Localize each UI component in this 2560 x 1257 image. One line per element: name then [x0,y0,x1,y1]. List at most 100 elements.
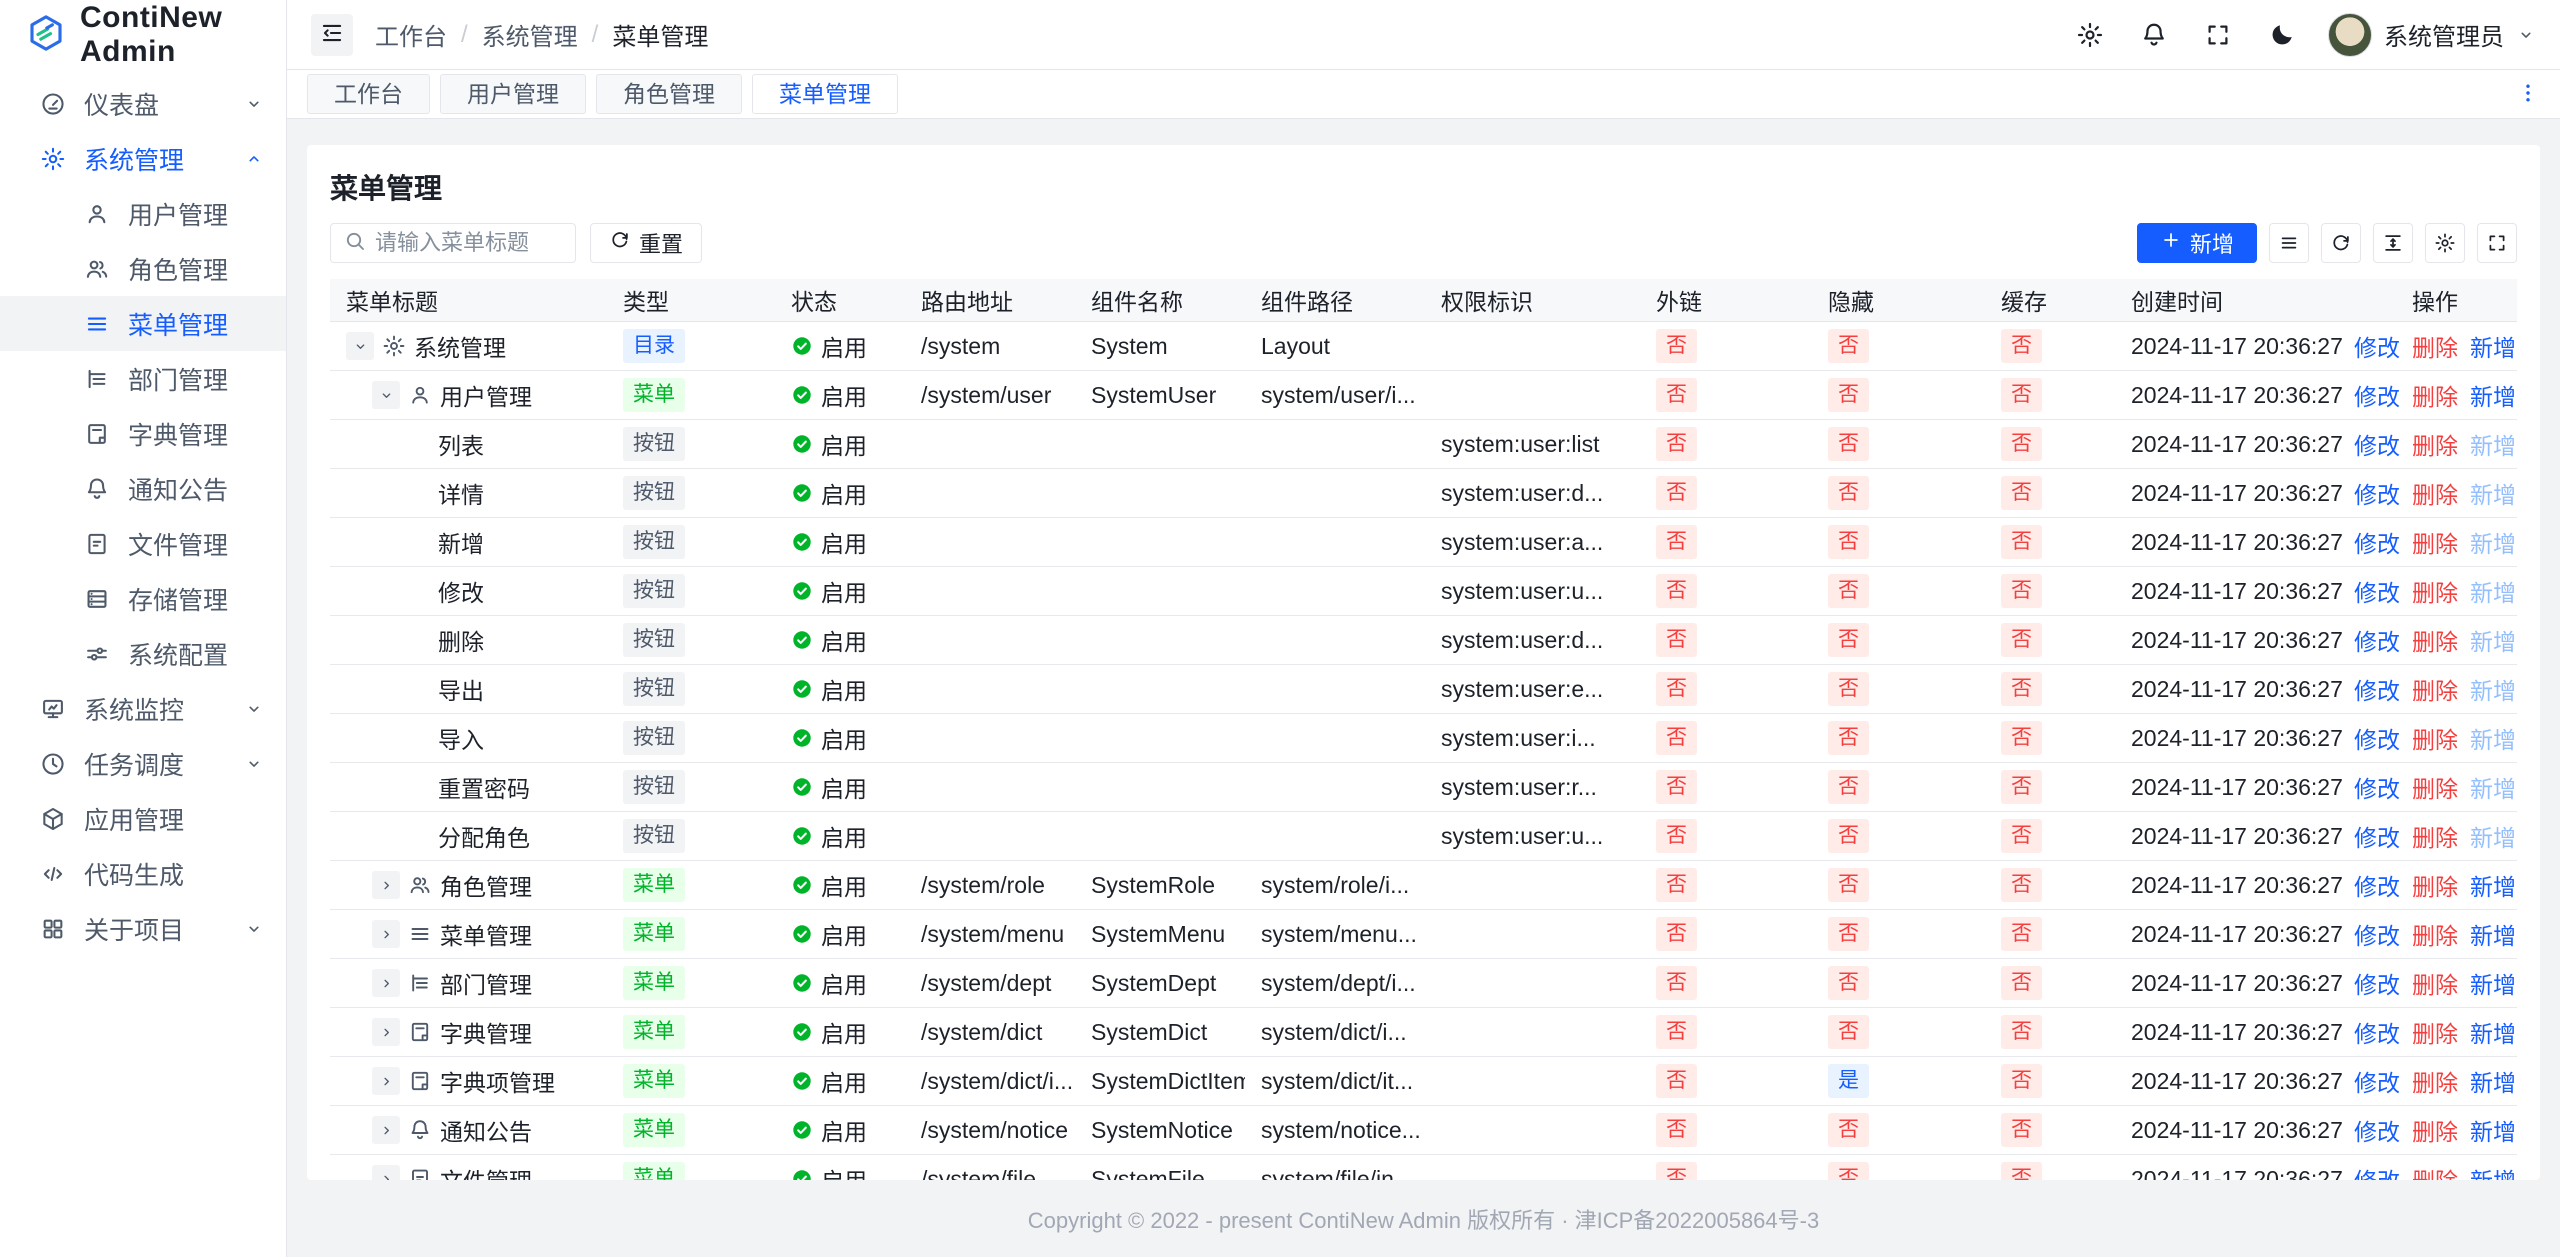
sidebar-item-user-management[interactable]: 用户管理 [0,186,286,241]
tab-menu-management[interactable]: 菜单管理 [752,74,898,114]
delete-link[interactable]: 删除 [2412,629,2458,655]
delete-link[interactable]: 删除 [2412,384,2458,410]
edit-link[interactable]: 修改 [2354,727,2400,753]
sidebar-item-app-management[interactable]: 应用管理 [0,791,286,846]
sidebar-item-dashboard[interactable]: 仪表盘 [0,76,286,131]
row-height-button[interactable] [2373,223,2413,263]
refresh-button[interactable] [2321,223,2361,263]
sidebar-item-dict-management[interactable]: 字典管理 [0,406,286,461]
edit-link[interactable]: 修改 [2354,923,2400,949]
edit-link[interactable]: 修改 [2354,580,2400,606]
user-menu[interactable]: 系统管理员 [2328,12,2536,57]
expand-toggle[interactable] [372,1018,400,1046]
edit-link[interactable]: 修改 [2354,1021,2400,1047]
delete-link[interactable]: 删除 [2412,531,2458,557]
edit-link[interactable]: 修改 [2354,335,2400,361]
expand-toggle[interactable] [372,381,400,409]
add-link[interactable]: 新增 [2470,335,2516,361]
edit-link[interactable]: 修改 [2354,1162,2400,1180]
edit-link[interactable]: 修改 [2354,384,2400,410]
expand-toggle[interactable] [372,1165,400,1180]
edit-link[interactable]: 修改 [2354,482,2400,508]
edit-link[interactable]: 修改 [2354,825,2400,851]
add-link[interactable]: 新增 [2470,1119,2516,1145]
sidebar-collapse-button[interactable] [311,13,353,56]
search-input[interactable] [375,230,563,256]
settings-button[interactable] [2068,13,2112,57]
delete-link[interactable]: 删除 [2412,972,2458,998]
expand-toggle[interactable] [372,1116,400,1144]
expand-toggle[interactable] [372,1067,400,1095]
sidebar-item-dept-management[interactable]: 部门管理 [0,351,286,406]
delete-link[interactable]: 删除 [2412,1162,2458,1180]
add-link[interactable]: 新增 [2470,1070,2516,1096]
sidebar-item-about-project[interactable]: 关于项目 [0,901,286,956]
add-link[interactable]: 新增 [2470,972,2516,998]
delete-link[interactable]: 删除 [2412,923,2458,949]
cache-cell: 否 [1985,573,2115,609]
delete-link[interactable]: 删除 [2412,825,2458,851]
edit-link[interactable]: 修改 [2354,972,2400,998]
delete-link[interactable]: 删除 [2412,433,2458,459]
app-logo[interactable]: ContiNew Admin [0,0,286,70]
delete-link[interactable]: 删除 [2412,874,2458,900]
fullscreen-button[interactable] [2196,13,2240,57]
add-link[interactable]: 新增 [2470,384,2516,410]
status-badge: 启用 [791,819,867,853]
tab-user-management[interactable]: 用户管理 [440,74,586,114]
sidebar-item-file-management[interactable]: 文件管理 [0,516,286,571]
delete-link[interactable]: 删除 [2412,776,2458,802]
sidebar-item-notice[interactable]: 通知公告 [0,461,286,516]
add-link[interactable]: 新增 [2470,1162,2516,1180]
delete-link[interactable]: 删除 [2412,1119,2458,1145]
list-button[interactable] [2269,223,2309,263]
expand-toggle[interactable] [372,920,400,948]
refresh-icon [2330,232,2352,254]
column-header: 菜单标题 [346,289,438,315]
expand-toggle[interactable] [346,332,374,360]
tab-workbench[interactable]: 工作台 [307,74,430,114]
delete-link[interactable]: 删除 [2412,482,2458,508]
sidebar-item-menu-management[interactable]: 菜单管理 [0,296,286,351]
add-link[interactable]: 新增 [2470,923,2516,949]
table-fullscreen-button[interactable] [2477,223,2517,263]
sidebar-item-system-monitor[interactable]: 系统监控 [0,681,286,736]
sidebar-item-code-generation[interactable]: 代码生成 [0,846,286,901]
dark-mode-button[interactable] [2260,13,2304,57]
edit-link[interactable]: 修改 [2354,678,2400,704]
reset-button[interactable]: 重置 [590,223,703,263]
breadcrumb-item[interactable]: 菜单管理 [612,24,709,51]
sidebar-item-role-management[interactable]: 角色管理 [0,241,286,296]
sidebar-item-storage-management[interactable]: 存储管理 [0,571,286,626]
delete-link[interactable]: 删除 [2412,580,2458,606]
edit-link[interactable]: 修改 [2354,531,2400,557]
edit-link[interactable]: 修改 [2354,874,2400,900]
indent-spacer [346,493,438,494]
edit-link[interactable]: 修改 [2354,629,2400,655]
breadcrumb-item[interactable]: 系统管理 [481,24,578,51]
add-link[interactable]: 新增 [2470,1021,2516,1047]
delete-link[interactable]: 删除 [2412,678,2458,704]
tab-actions-button[interactable] [2510,74,2546,114]
edit-link[interactable]: 修改 [2354,1070,2400,1096]
edit-link[interactable]: 修改 [2354,776,2400,802]
breadcrumb-item[interactable]: 工作台 [375,24,447,51]
delete-link[interactable]: 删除 [2412,1070,2458,1096]
delete-link[interactable]: 删除 [2412,335,2458,361]
sidebar-item-system-management[interactable]: 系统管理 [0,131,286,186]
expand-toggle[interactable] [372,969,400,997]
edit-link[interactable]: 修改 [2354,433,2400,459]
add-button[interactable]: 新增 [2136,223,2257,263]
tab-role-management[interactable]: 角色管理 [596,74,742,114]
delete-link[interactable]: 删除 [2412,727,2458,753]
add-link[interactable]: 新增 [2470,874,2516,900]
column-settings-button[interactable] [2425,223,2465,263]
notifications-button[interactable] [2132,13,2176,57]
created-time-cell: 2024-11-17 20:36:27 [2131,773,2343,800]
expand-toggle[interactable] [372,871,400,899]
edit-link[interactable]: 修改 [2354,1119,2400,1145]
route-cell: /system [921,332,1001,359]
delete-link[interactable]: 删除 [2412,1021,2458,1047]
sidebar-item-task-schedule[interactable]: 任务调度 [0,736,286,791]
sidebar-item-system-config[interactable]: 系统配置 [0,626,286,681]
